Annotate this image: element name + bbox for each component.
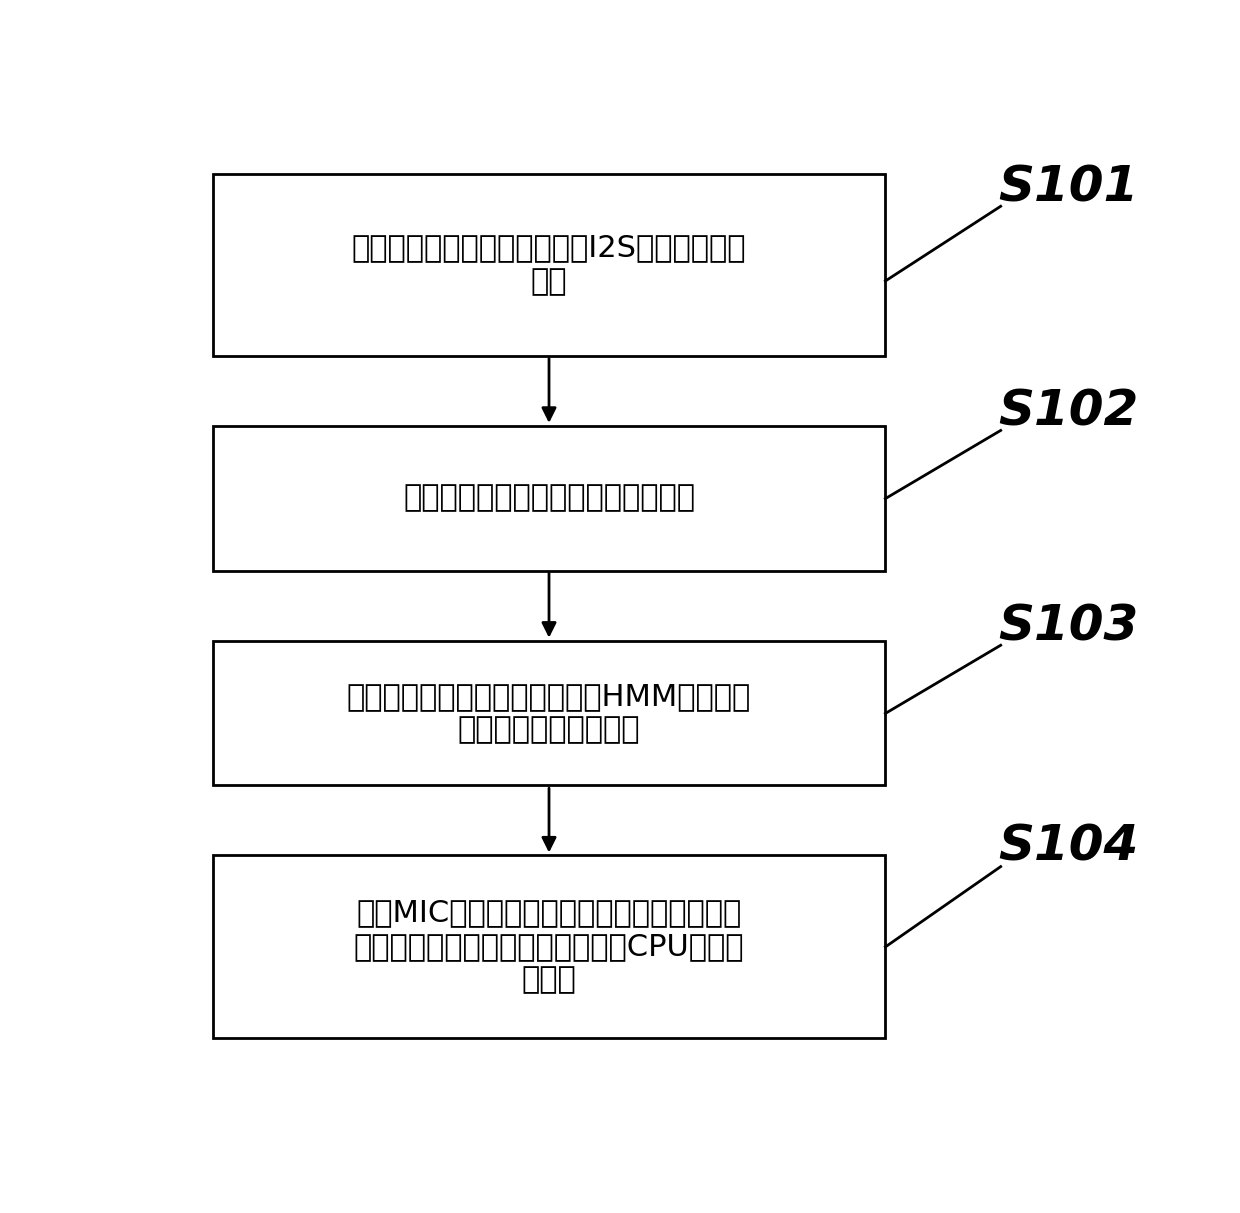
Text: S102: S102 (998, 388, 1138, 435)
Text: 识别无效唤醒词后输出无效唤醒信号: 识别无效唤醒词后输出无效唤醒信号 (403, 484, 694, 513)
Text: S101: S101 (998, 164, 1138, 211)
Bar (213, 640, 885, 785)
Text: S104: S104 (998, 822, 1138, 870)
Text: 识别有效唤醒词后通过预设简化HMM模型进行
计算输出有效唤醒信号: 识别有效唤醒词后通过预设简化HMM模型进行 计算输出有效唤醒信号 (347, 682, 751, 745)
Text: 接收语音前路输入信号并通过I2S内置简化识别
电路: 接收语音前路输入信号并通过I2S内置简化识别 电路 (352, 233, 746, 296)
Text: 多路MIC唤醒后通过加权识别，如果识别信号
超过阈值则产生唤醒中断，并通知CPU进入唤
醒流程: 多路MIC唤醒后通过加权识别，如果识别信号 超过阈值则产生唤醒中断，并通知CPU… (353, 899, 744, 995)
Bar (213, 173, 885, 355)
Bar (213, 426, 885, 570)
Bar (213, 855, 885, 1037)
Text: S103: S103 (998, 603, 1138, 650)
